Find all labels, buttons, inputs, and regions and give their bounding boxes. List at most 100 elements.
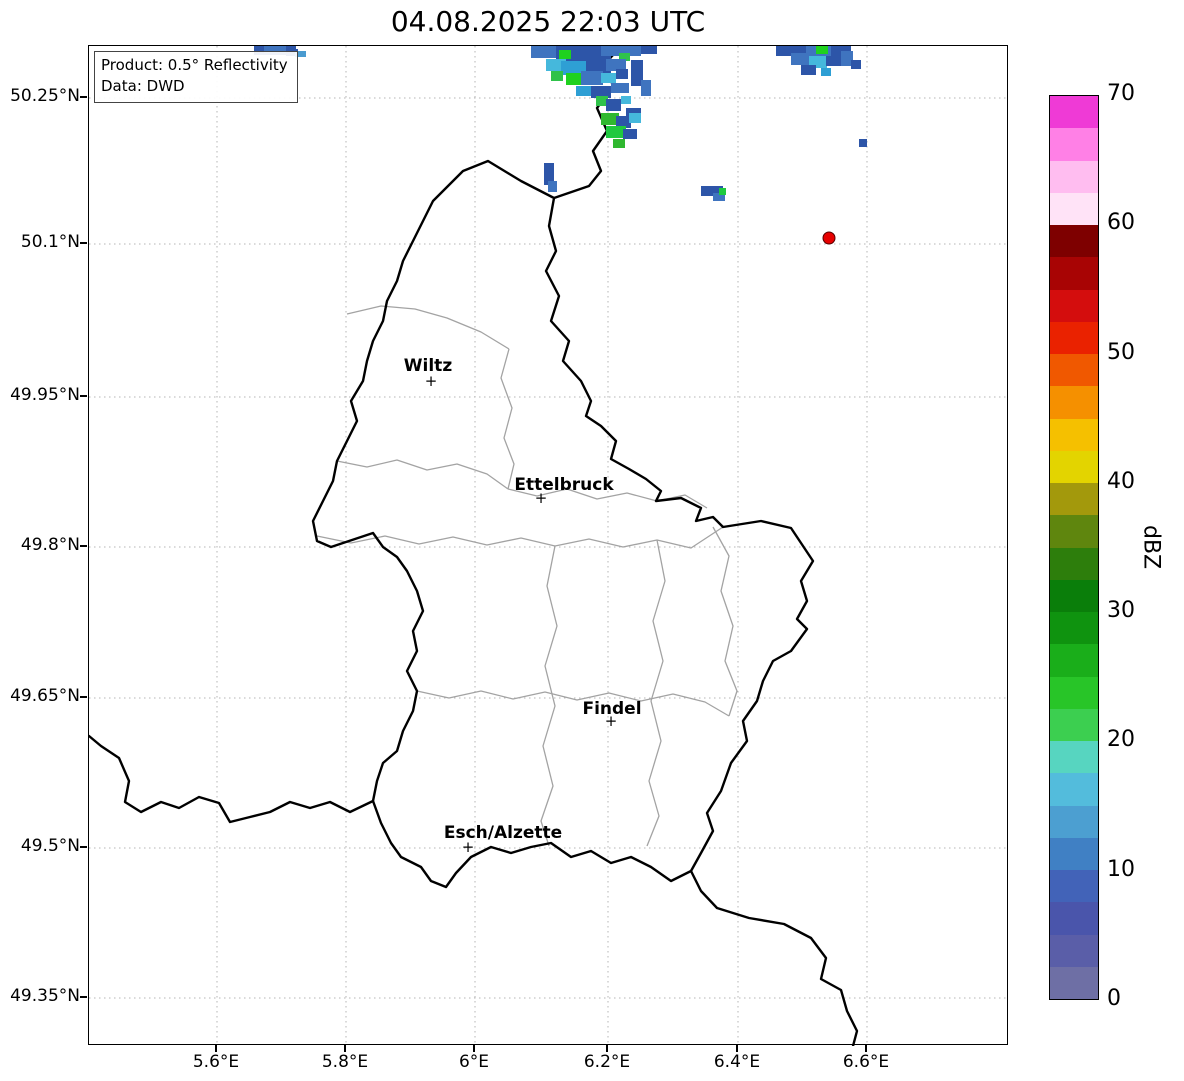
country-border bbox=[689, 869, 859, 1046]
lon-tick-label: 6.2°E bbox=[583, 1052, 631, 1072]
radar-echo-cell bbox=[621, 96, 631, 104]
colorbar-segment bbox=[1050, 225, 1098, 258]
radar-echo-cell bbox=[841, 51, 853, 66]
lon-tick-label: 5.8°E bbox=[321, 1052, 369, 1072]
colorbar-segments bbox=[1050, 96, 1098, 999]
colorbar-segment bbox=[1050, 192, 1098, 225]
colorbar-segment bbox=[1050, 902, 1098, 935]
radar-echo-cell bbox=[616, 69, 628, 79]
lat-tick-label: 50.25°N bbox=[10, 86, 80, 106]
radar-echo-cell bbox=[548, 181, 557, 192]
lon-tick-mark bbox=[473, 1045, 475, 1052]
district-border bbox=[336, 459, 509, 490]
product-info-box: Product: 0.5° Reflectivity Data: DWD bbox=[94, 51, 298, 103]
city-marker: + bbox=[605, 712, 618, 730]
lat-tick-mark bbox=[80, 242, 87, 244]
map-canvas: +Wiltz+Ettelbruck+Findel+Esch/Alzette bbox=[89, 46, 1009, 1046]
city-label: Esch/Alzette bbox=[444, 823, 562, 843]
colorbar-segment bbox=[1050, 579, 1098, 612]
district-border bbox=[712, 526, 738, 717]
colorbar-segment bbox=[1050, 386, 1098, 419]
radar-echo-cell bbox=[776, 46, 811, 56]
district-border bbox=[500, 348, 515, 490]
city-label: Wiltz bbox=[404, 356, 453, 376]
colorbar-segment bbox=[1050, 483, 1098, 516]
lon-tick-label: 5.6°E bbox=[192, 1052, 240, 1072]
product-label: Product: 0.5° Reflectivity bbox=[101, 56, 288, 74]
radar-echo-cell bbox=[581, 71, 603, 85]
lon-tick-label: 6.4°E bbox=[713, 1052, 761, 1072]
radar-echo-cell bbox=[629, 113, 641, 123]
radar-echo-cell bbox=[859, 139, 867, 147]
colorbar-segment bbox=[1050, 837, 1098, 870]
radar-echo-cell bbox=[559, 50, 571, 59]
colorbar-tick-label: 40 bbox=[1107, 468, 1135, 494]
colorbar-segment bbox=[1050, 870, 1098, 903]
radar-echo-cell bbox=[713, 193, 725, 201]
radar-echo-cell bbox=[264, 46, 286, 53]
colorbar-segment bbox=[1050, 96, 1098, 129]
colorbar-segment bbox=[1050, 612, 1098, 645]
radar-echo-cell bbox=[791, 53, 811, 65]
radar-echo-cell bbox=[551, 71, 563, 81]
lat-tick-label: 49.8°N bbox=[20, 535, 80, 555]
colorbar-segment bbox=[1050, 515, 1098, 548]
radar-echo-cell bbox=[826, 56, 841, 66]
colorbar-segment bbox=[1050, 805, 1098, 838]
lat-tick-label: 49.5°N bbox=[20, 836, 80, 856]
lat-tick-mark bbox=[80, 545, 87, 547]
colorbar-segment bbox=[1050, 644, 1098, 677]
radar-echo-cell bbox=[623, 129, 637, 139]
colorbar-segment bbox=[1050, 708, 1098, 741]
city-marker: + bbox=[535, 489, 548, 507]
colorbar-segment bbox=[1050, 773, 1098, 806]
lon-tick-mark bbox=[215, 1045, 217, 1052]
radar-echo-cell bbox=[606, 59, 626, 71]
lat-tick-label: 49.65°N bbox=[10, 686, 80, 706]
colorbar-segment bbox=[1050, 418, 1098, 451]
radar-echo-cell bbox=[295, 51, 306, 57]
colorbar-segment bbox=[1050, 289, 1098, 322]
colorbar-tick-label: 10 bbox=[1107, 856, 1135, 882]
radar-echo-cell bbox=[566, 73, 584, 85]
radar-echo-cell bbox=[601, 46, 641, 56]
lon-tick-mark bbox=[865, 1045, 867, 1052]
colorbar bbox=[1049, 95, 1099, 1000]
lat-tick-mark bbox=[80, 96, 87, 98]
radar-echo-cell bbox=[576, 86, 591, 96]
radar-echo-cell bbox=[596, 96, 608, 106]
district-border bbox=[316, 526, 724, 549]
district-border bbox=[416, 690, 730, 717]
radar-echo-cell bbox=[531, 46, 563, 58]
colorbar-segment bbox=[1050, 966, 1098, 999]
country-border bbox=[89, 734, 375, 824]
lat-tick-mark bbox=[80, 395, 87, 397]
colorbar-tick-label: 50 bbox=[1107, 339, 1135, 365]
colorbar-tick-label: 60 bbox=[1107, 210, 1135, 236]
colorbar-segment bbox=[1050, 934, 1098, 967]
radar-echo-cell bbox=[616, 116, 631, 128]
city-label: Findel bbox=[582, 699, 641, 719]
lat-tick-mark bbox=[80, 696, 87, 698]
radar-echo-cell bbox=[816, 46, 828, 54]
radar-echo-cell bbox=[586, 56, 611, 74]
radar-echo-cell bbox=[641, 80, 651, 96]
lon-tick-mark bbox=[606, 1045, 608, 1052]
radar-echo-cell bbox=[631, 60, 643, 86]
radar-echo-cell bbox=[641, 46, 657, 54]
radar-echo-cell bbox=[801, 65, 816, 75]
city-marker: + bbox=[425, 372, 438, 390]
colorbar-segment bbox=[1050, 321, 1098, 354]
city-marker: + bbox=[462, 838, 475, 856]
radar-echo-cell bbox=[619, 53, 630, 61]
colorbar-segment bbox=[1050, 547, 1098, 580]
lon-tick-label: 6.6°E bbox=[842, 1052, 890, 1072]
colorbar-tick-label: 30 bbox=[1107, 598, 1135, 624]
radar-echo-cell bbox=[601, 113, 619, 125]
radar-echo-cell bbox=[591, 86, 611, 98]
district-border bbox=[646, 539, 666, 847]
colorbar-tick-label: 0 bbox=[1107, 986, 1121, 1011]
colorbar-segment bbox=[1050, 257, 1098, 290]
colorbar-tick-label: 20 bbox=[1107, 727, 1135, 753]
